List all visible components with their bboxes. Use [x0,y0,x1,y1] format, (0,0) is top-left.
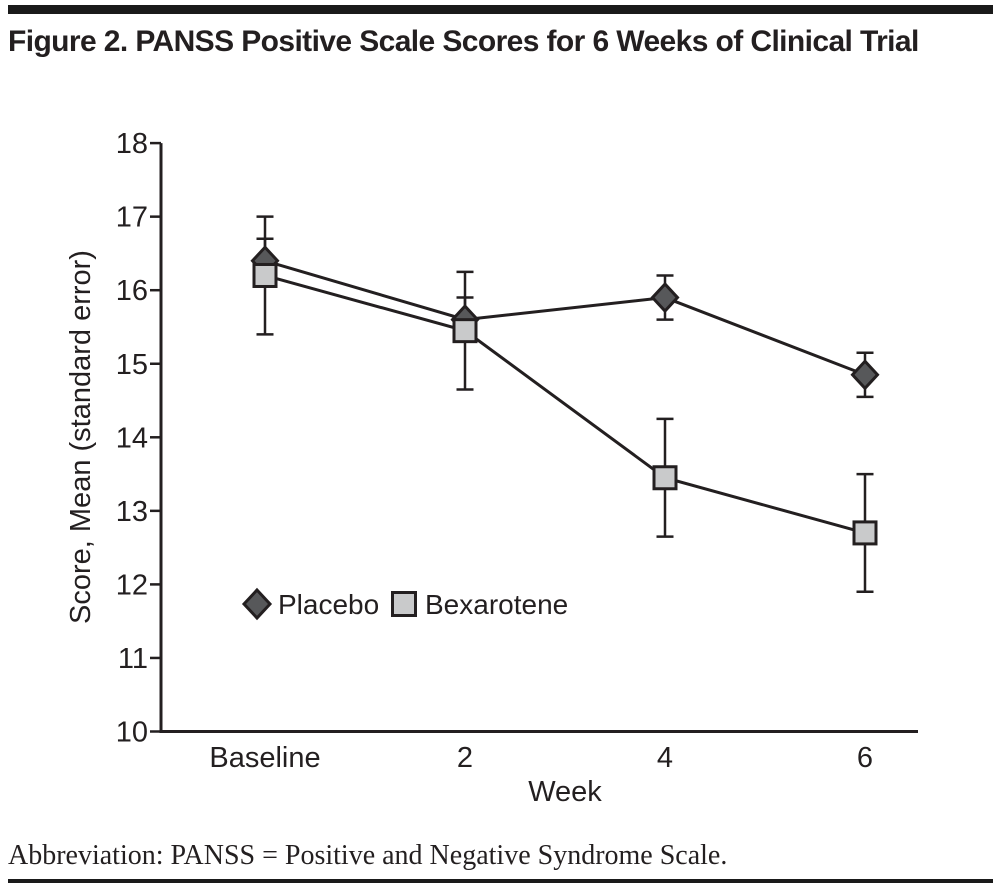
y-tick-label: 17 [116,202,148,234]
x-tick-label: 2 [457,742,473,774]
x-tick-label: 6 [857,742,873,774]
y-tick-label: 14 [116,422,148,454]
legend-bexarotene-marker [391,591,417,617]
y-tick-label: 18 [116,128,148,160]
y-tick-label: 12 [116,569,148,601]
legend-bexarotene-label: Bexarotene [425,589,568,620]
x-tick-label: 4 [657,742,673,774]
placebo-line [264,259,866,377]
y-axis-title: Score, Mean (standard error) [65,250,97,624]
legend-placebo-label: Placebo [278,589,379,620]
bexarotene-marker [852,520,878,546]
y-tick-label: 11 [118,643,148,675]
placebo-marker [850,359,880,391]
bexarotene-marker [452,318,478,344]
legend-placebo-marker [241,587,273,621]
bexarotene-line [264,274,866,535]
y-tick-label: 15 [116,349,148,381]
y-tick-label: 16 [116,275,148,307]
abbreviation-note: Abbreviation: PANSS = Positive and Negat… [8,840,728,871]
line-chart: 18 17 16 15 14 13 12 11 10 Baseline 2 4 6 Week Score, … [65,128,918,808]
bexarotene-marker [252,262,278,288]
top-rule [8,5,993,14]
y-tick-label: 13 [116,496,148,528]
bexarotene-marker [652,465,678,491]
y-tick-label: 10 [116,717,148,749]
x-axis-title: Week [528,776,602,808]
placebo-marker [650,281,680,314]
x-tick-label: Baseline [209,742,320,774]
bottom-rule [8,879,993,883]
figure-title: Figure 2. PANSS Positive Scale Scores fo… [8,25,919,58]
